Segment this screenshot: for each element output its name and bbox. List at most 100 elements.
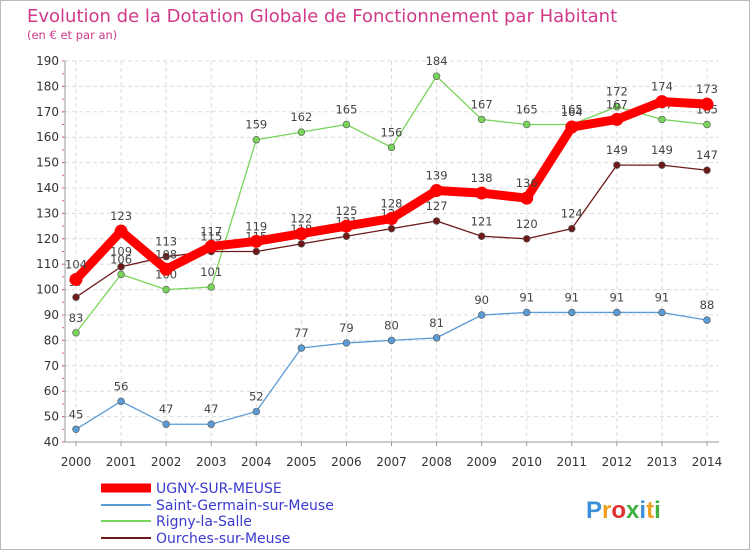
x-tick-label: 2011 <box>557 455 588 469</box>
series-point <box>385 211 398 225</box>
series-point <box>387 143 396 152</box>
series-layer: 4556474752777980819091919191888310610010… <box>65 54 718 433</box>
series-point <box>252 407 260 416</box>
data-label: 91 <box>564 290 579 304</box>
series-point <box>297 240 306 248</box>
logo-text: Proxiti <box>586 497 661 524</box>
data-label: 109 <box>110 245 132 259</box>
data-label: 174 <box>651 80 673 94</box>
x-tick-label: 2006 <box>331 455 362 469</box>
series-point <box>162 420 170 428</box>
series-point <box>432 334 441 342</box>
data-label: 127 <box>426 199 448 213</box>
series-point <box>475 186 489 200</box>
series-point <box>339 219 353 233</box>
series-point <box>613 308 621 317</box>
series-point <box>207 283 215 291</box>
y-tick-label: 110 <box>36 257 59 271</box>
series-point <box>114 224 128 238</box>
legend-entry: Ourches-sur-Meuse <box>101 531 290 547</box>
data-label: 119 <box>245 219 267 233</box>
series-point <box>700 97 714 111</box>
data-label: 172 <box>606 85 628 99</box>
data-label: 80 <box>384 318 399 332</box>
series-point <box>72 293 80 301</box>
series-point <box>432 72 441 80</box>
x-tick-label: 2003 <box>196 455 227 469</box>
data-label: 120 <box>516 217 538 231</box>
chart-title: Evolution de la Dotation Globale de Fonc… <box>27 6 617 27</box>
data-label: 47 <box>204 402 219 416</box>
data-label: 162 <box>290 110 312 124</box>
data-label: 165 <box>516 103 538 117</box>
series-point <box>387 336 396 345</box>
data-label: 83 <box>69 311 84 325</box>
data-label: 121 <box>471 214 493 228</box>
y-tick-label: 100 <box>36 283 59 297</box>
series-point <box>207 420 215 428</box>
data-label: 156 <box>381 125 403 139</box>
logo-letter: r <box>602 497 611 524</box>
y-tick-label: 70 <box>44 359 59 373</box>
series-point <box>162 252 170 261</box>
data-label: 117 <box>200 224 222 238</box>
series-point <box>69 272 83 286</box>
legend-label: Saint-Germain-sur-Meuse <box>156 498 334 514</box>
data-label: 165 <box>335 103 357 117</box>
series-point <box>249 234 263 248</box>
logo-letter: P <box>586 497 602 524</box>
legend-label: UGNY-SUR-MEUSE <box>156 481 282 497</box>
data-label: 77 <box>294 326 309 340</box>
data-label: 136 <box>516 176 538 190</box>
y-tick-label: 180 <box>36 79 59 93</box>
series-point <box>342 339 351 347</box>
series-point <box>252 136 260 144</box>
series-point <box>117 270 125 279</box>
logo-letter: x <box>626 497 640 524</box>
series-point <box>297 128 306 136</box>
legend-label: Ourches-sur-Meuse <box>156 531 290 547</box>
y-tick-label: 130 <box>36 206 59 220</box>
series-point <box>655 95 669 109</box>
series-point <box>523 120 531 129</box>
x-tick-label: 2008 <box>421 455 452 469</box>
series-point <box>613 103 621 111</box>
series-point <box>477 232 486 240</box>
data-label: 149 <box>651 143 673 157</box>
x-tick-label: 2013 <box>647 455 678 469</box>
data-label: 124 <box>561 207 583 221</box>
series-point <box>520 191 534 205</box>
logo-letter: o <box>611 497 626 524</box>
series-point <box>658 161 666 169</box>
x-tick-label: 2002 <box>151 455 182 469</box>
series-point <box>703 120 711 129</box>
data-label: 138 <box>471 171 493 185</box>
y-tick-label: 170 <box>36 105 59 119</box>
series-point <box>613 161 621 169</box>
logo-letter: t <box>646 497 654 524</box>
data-label: 115 <box>200 230 222 244</box>
data-label: 167 <box>471 97 493 111</box>
series-point <box>162 285 170 294</box>
y-tick-label: 140 <box>36 181 59 195</box>
data-label: 56 <box>114 379 129 393</box>
data-label: 45 <box>69 407 84 421</box>
data-label: 165 <box>561 103 583 117</box>
series-point <box>387 224 396 233</box>
legend-label: Rigny-la-Salle <box>156 514 252 530</box>
series-point <box>159 262 173 276</box>
series-saint-germain-sur-meuse: 45 56 47 47 52 77 79 80 81 90 91 91 91 91 88 <box>69 290 714 433</box>
legend: UGNY-SUR-MEUSESaint-Germain-sur-MeuseRig… <box>101 481 334 547</box>
data-label: 91 <box>519 290 534 304</box>
data-label: 139 <box>426 169 448 183</box>
series-point <box>297 344 306 352</box>
data-label: 106 <box>110 252 132 266</box>
data-label: 173 <box>696 82 718 96</box>
series-point <box>342 232 351 240</box>
series-point <box>117 397 125 406</box>
data-label: 91 <box>610 290 625 304</box>
logo-letter: i <box>639 497 646 524</box>
